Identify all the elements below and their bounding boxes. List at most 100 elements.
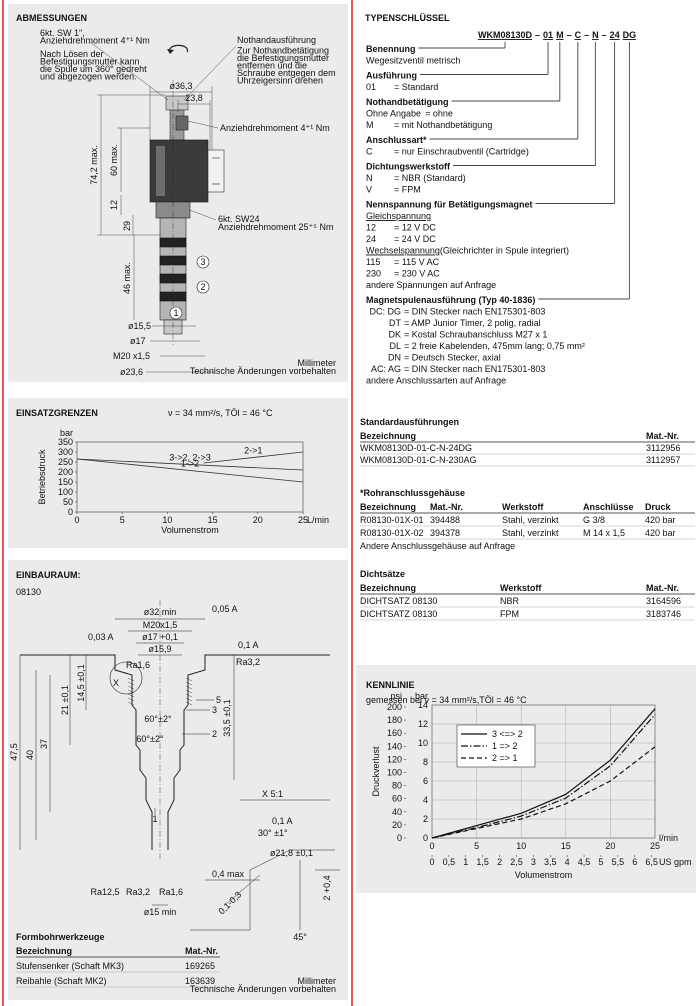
table-cell: DICHTSATZ 08130 bbox=[360, 596, 437, 606]
table-cell: 3112957 bbox=[646, 455, 680, 465]
section-title: TYPENSCHLÜSSEL bbox=[365, 13, 450, 23]
thread bbox=[127, 681, 135, 686]
table-cell: Stahl, verzinkt bbox=[502, 515, 559, 525]
dimension: ø15,5 bbox=[128, 321, 151, 331]
section-title: ABMESSUNGEN bbox=[16, 13, 87, 23]
dimension: 3 bbox=[212, 705, 217, 715]
callout-number: 2 bbox=[200, 282, 205, 292]
type-value: = nur Einschraubventil (Cartridge) bbox=[394, 147, 529, 157]
dimension: 0,1 A bbox=[238, 640, 259, 650]
note: Nach Lösen der bbox=[40, 49, 104, 59]
dimension: ø15 min bbox=[144, 907, 177, 917]
legend-label: 2 => 1 bbox=[492, 753, 518, 763]
type-key: Ohne Angabe bbox=[366, 109, 421, 119]
type-code-part: C bbox=[575, 30, 582, 40]
dimension: 2 +0,4 bbox=[322, 875, 332, 900]
table-cell: M 14 x 1,5 bbox=[583, 528, 625, 538]
thread bbox=[185, 701, 193, 706]
dimension: 30° ±1° bbox=[258, 828, 288, 838]
note: Schraube entgegen dem bbox=[237, 68, 336, 78]
callout-number: 1 bbox=[173, 308, 178, 318]
type-key: 12 bbox=[366, 223, 376, 233]
table-header: Bezeichnung bbox=[360, 502, 416, 512]
dimension-line bbox=[187, 120, 219, 129]
table-header: Bezeichnung bbox=[360, 583, 416, 593]
x-tick-label: 20 bbox=[605, 841, 615, 851]
rotation-arrow-head bbox=[167, 49, 174, 54]
table-cell: R08130-01X-01 bbox=[360, 515, 424, 525]
series-label: 3->2, 2->3 bbox=[169, 453, 211, 463]
series-line bbox=[431, 746, 656, 839]
dimension: 0,05 A bbox=[212, 604, 238, 614]
dimension: ø15,9 bbox=[148, 644, 171, 654]
type-value: = mit Nothandbetätigung bbox=[394, 120, 492, 130]
note: 6kt. SW 1", bbox=[40, 28, 85, 38]
type-key: 115 bbox=[366, 257, 380, 267]
dimension: ø17 bbox=[130, 336, 146, 346]
x-tick-label: 5 bbox=[120, 515, 125, 525]
bore-wall bbox=[20, 654, 153, 850]
dimension: ø32 min bbox=[144, 607, 177, 617]
bore-wall bbox=[167, 654, 330, 850]
dimension: ø21,8 ±0,1 bbox=[270, 848, 313, 858]
drawing-line bbox=[224, 874, 261, 906]
thread bbox=[185, 693, 193, 698]
dimension: 29 bbox=[122, 221, 132, 231]
type-code-part: – bbox=[584, 30, 589, 40]
x-tick-label: 25 bbox=[650, 841, 660, 851]
detail-marker bbox=[109, 661, 143, 695]
note: die Spule um 360° gedreht bbox=[40, 64, 147, 74]
type-value: = Standard bbox=[394, 82, 438, 92]
type-value: = DIN Stecker nach EN175301-803 bbox=[404, 364, 545, 374]
series-line bbox=[203, 451, 304, 464]
y2-tick-label: 200 bbox=[387, 702, 402, 712]
table-cell: Stahl, verzinkt bbox=[502, 528, 559, 538]
type-code-part: M bbox=[556, 30, 564, 40]
dimension: 0,1 A bbox=[272, 816, 293, 826]
y2-tick-label: 20 bbox=[392, 820, 402, 830]
y-tick-label: 200 bbox=[58, 467, 73, 477]
dimension: 60°±2° bbox=[144, 714, 172, 724]
x2-tick-label: 1,5 bbox=[476, 857, 489, 867]
table-header: Mat.-Nr. bbox=[646, 583, 679, 593]
axis-unit: bar bbox=[60, 428, 73, 438]
connector bbox=[207, 149, 225, 193]
section-subtitle: 08130 bbox=[16, 587, 41, 597]
dimension-line bbox=[183, 45, 237, 101]
type-value: = AMP Junior Timer, 2 polig, radial bbox=[404, 318, 541, 328]
table-cell: 163639 bbox=[185, 976, 215, 986]
dimension: ø36,3 bbox=[169, 81, 192, 91]
y-tick-label: 250 bbox=[58, 457, 73, 467]
table-cell: 169265 bbox=[185, 961, 215, 971]
legend-label: 1 => 2 bbox=[492, 741, 518, 751]
note: Anziehdrehmoment 4⁺¹ Nm bbox=[40, 36, 150, 46]
x2-tick-label: 5,5 bbox=[612, 857, 625, 867]
note: Anziehdrehmoment 25⁺⁵ Nm bbox=[218, 222, 334, 232]
table-header: Bezeichnung bbox=[16, 946, 72, 956]
type-key: M bbox=[366, 120, 374, 130]
thread bbox=[127, 693, 135, 698]
dimension: 0,03 A bbox=[88, 632, 114, 642]
note: Anziehdrehmoment 4⁺¹ Nm bbox=[220, 123, 330, 133]
axis-unit: l/min bbox=[659, 833, 678, 843]
series-label: 2->1 bbox=[244, 446, 262, 456]
y-axis-label: Betriebsdruck bbox=[37, 449, 47, 505]
table-cell: 420 bar bbox=[645, 528, 676, 538]
type-value: = 12 V DC bbox=[394, 223, 436, 233]
type-value: = FPM bbox=[394, 185, 421, 195]
type-key: 01 bbox=[366, 82, 376, 92]
thread bbox=[127, 685, 135, 690]
note: Uhrzeigersinn drehen bbox=[237, 76, 323, 86]
x-tick-label: 20 bbox=[253, 515, 263, 525]
y-tick-label: 8 bbox=[423, 757, 428, 767]
table-header: Werkstoff bbox=[500, 583, 542, 593]
type-code-part: 01 bbox=[543, 30, 553, 40]
dimension: 45° bbox=[293, 932, 307, 942]
type-code-part: – bbox=[567, 30, 572, 40]
x2-tick-label: 1 bbox=[463, 857, 468, 867]
type-heading: Benennung bbox=[366, 44, 416, 54]
type-subheading: Wechselspannung bbox=[366, 246, 440, 256]
thread bbox=[185, 697, 193, 702]
y-tick-label: 0 bbox=[68, 507, 73, 517]
